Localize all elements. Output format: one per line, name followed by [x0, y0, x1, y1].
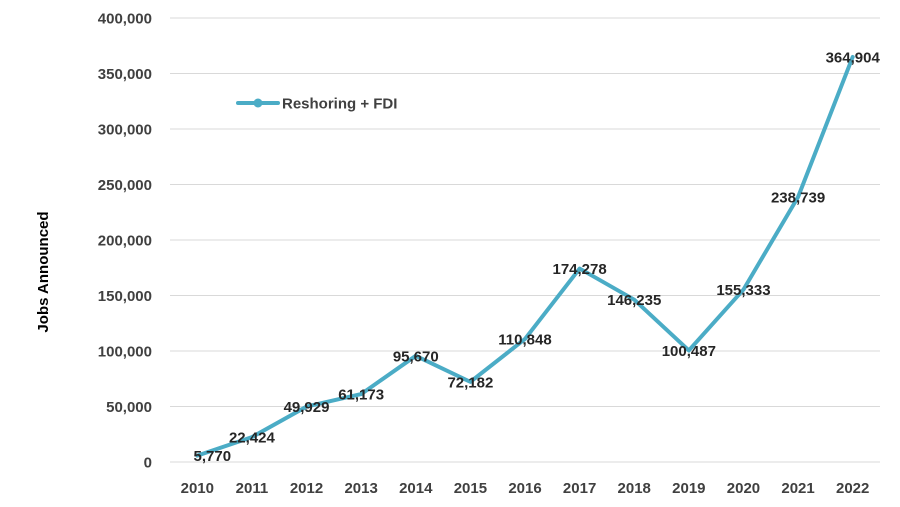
- data-label: 146,235: [607, 292, 661, 309]
- data-label: 22,424: [229, 430, 276, 447]
- legend: Reshoring + FDI: [236, 96, 397, 113]
- y-tick-label: 50,000: [106, 399, 152, 416]
- legend-point-marker: [253, 98, 263, 108]
- y-tick-label: 100,000: [98, 344, 152, 361]
- y-axis-title: Jobs Announced: [35, 211, 52, 332]
- x-tick-label: 2018: [618, 480, 651, 497]
- gridlines: [170, 17, 880, 463]
- x-tick-label: 2020: [727, 480, 760, 497]
- data-label: 49,929: [284, 399, 330, 416]
- x-tick-label: 2014: [399, 480, 433, 497]
- data-label: 72,182: [447, 374, 493, 391]
- series-layer: [195, 54, 855, 458]
- data-label: 364,904: [826, 49, 881, 66]
- data-label: 174,278: [552, 261, 606, 278]
- data-label: 155,333: [716, 282, 770, 299]
- x-tick-label: 2010: [181, 480, 214, 497]
- y-tick-label: 400,000: [98, 11, 152, 28]
- x-tick-label: 2013: [344, 480, 377, 497]
- y-tick-label: 250,000: [98, 177, 152, 194]
- x-tick-label: 2015: [454, 480, 487, 497]
- x-tick-label: 2021: [781, 480, 814, 497]
- data-label: 95,670: [393, 348, 439, 365]
- data-label: 100,487: [662, 343, 716, 360]
- y-tick-label: 200,000: [98, 233, 152, 250]
- y-axis-ticks: 0 50,000 100,000 150,000 200,000 250,000 300,0…: [98, 11, 152, 472]
- data-label: 238,739: [771, 189, 825, 206]
- x-tick-label: 2016: [508, 480, 541, 497]
- legend-label: Reshoring + FDI: [282, 96, 397, 113]
- x-tick-label: 2022: [836, 480, 869, 497]
- y-tick-label: 150,000: [98, 288, 152, 305]
- series-line: [195, 54, 855, 458]
- y-tick-label: 350,000: [98, 66, 152, 83]
- y-tick-label: 300,000: [98, 122, 152, 139]
- x-tick-label: 2019: [672, 480, 705, 497]
- data-label: 61,173: [338, 387, 384, 404]
- x-axis-ticks: 2010 2011 2012 2013 2014 2015 2016 2017 2018 2019…: [181, 480, 870, 497]
- x-tick-label: 2012: [290, 480, 323, 497]
- data-label: 5,770: [194, 448, 232, 465]
- y-tick-label: 0: [144, 455, 152, 472]
- data-label: 110,848: [498, 331, 551, 348]
- x-tick-label: 2011: [236, 480, 269, 497]
- x-tick-label: 2017: [563, 480, 596, 497]
